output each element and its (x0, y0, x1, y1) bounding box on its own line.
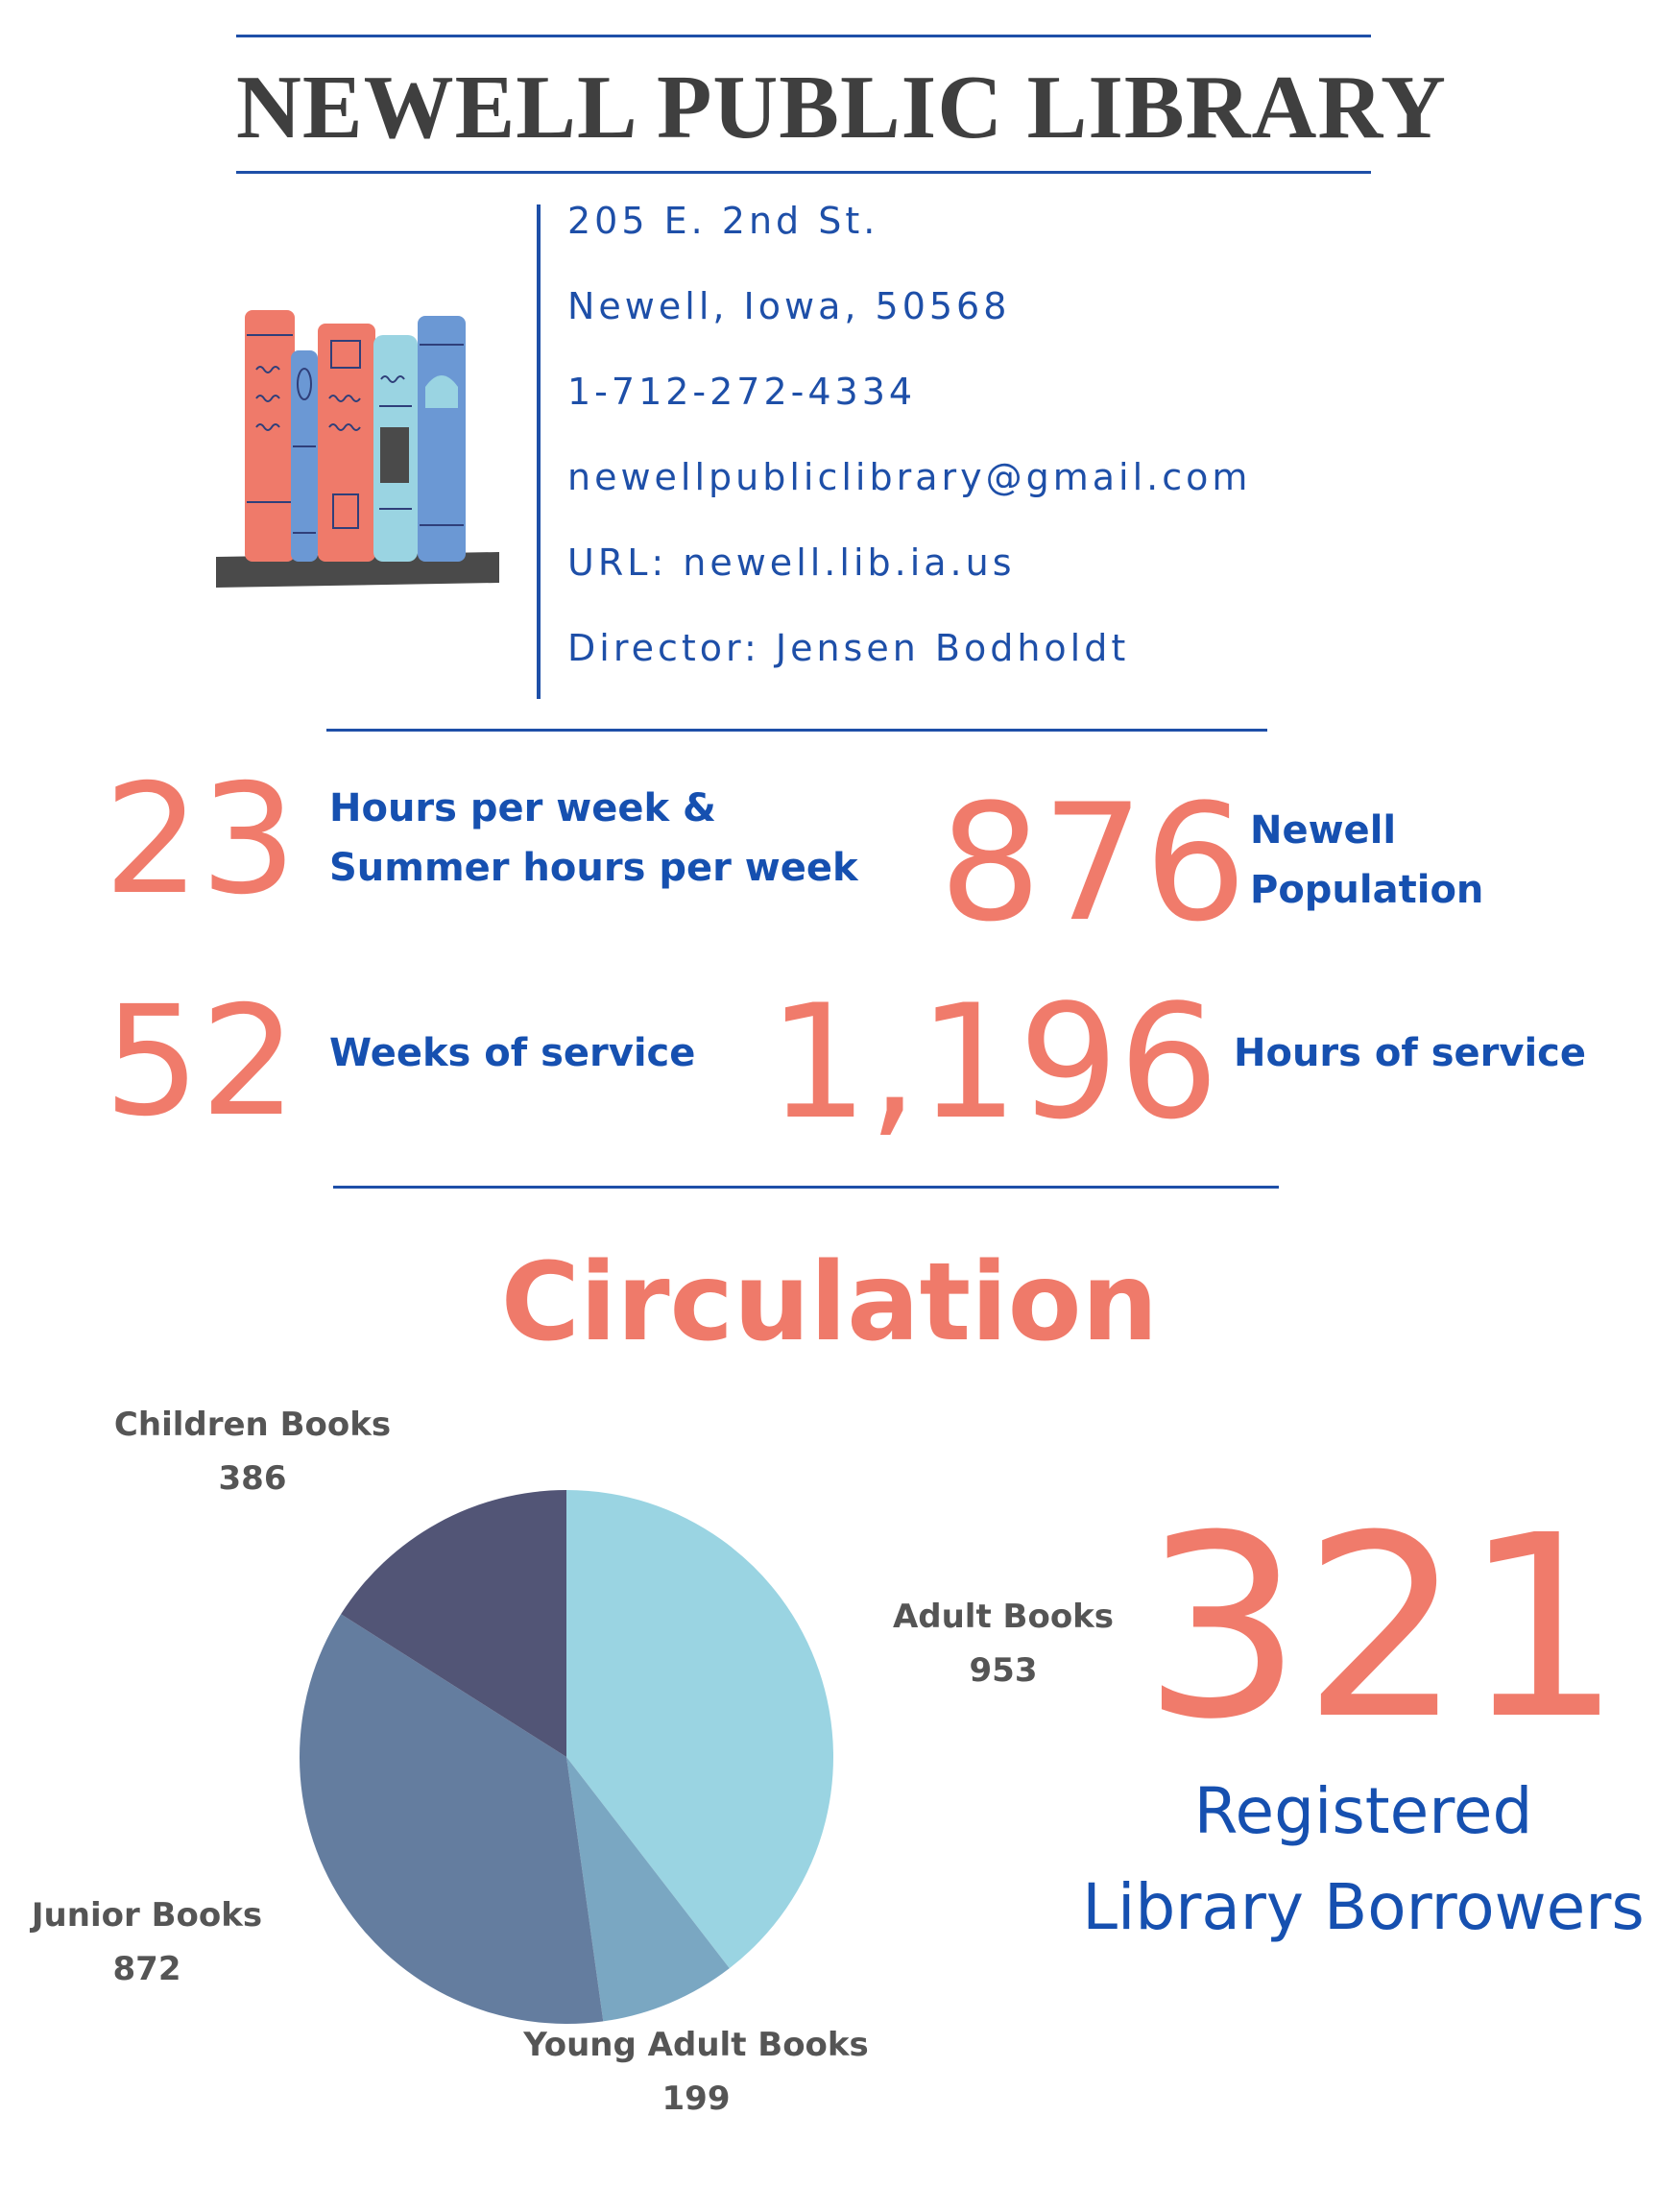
contact-divider (537, 204, 541, 699)
address-line: 205 E. 2nd St. (567, 200, 879, 242)
young-adult-books-value: 199 (661, 2080, 731, 2118)
children-books-label: Children Books 386 (89, 1398, 416, 1505)
email-address: newellpubliclibrary@gmail.com (567, 456, 1252, 498)
hours-per-week-label: Hours per week & Summer hours per week (329, 779, 858, 898)
junior-books-name: Junior Books (31, 1896, 263, 1935)
young-adult-books-name: Young Adult Books (523, 2026, 869, 2064)
population-label: Newell Population (1250, 801, 1483, 920)
hours-of-service-value: 1,196 (768, 971, 1219, 1154)
population-label-line1: Newell (1250, 808, 1397, 853)
page-title: NEWELL PUBLIC LIBRARY (236, 58, 1447, 157)
circulation-pie-chart (299, 1490, 833, 2024)
director-name: Director: Jensen Bodholdt (567, 627, 1130, 669)
contact-bottom-rule (326, 729, 1267, 732)
young-adult-books-label: Young Adult Books 199 (490, 2018, 902, 2126)
website-url: URL: newell.lib.ia.us (567, 541, 1016, 584)
pie-slice-junior-books (299, 1614, 604, 2024)
junior-books-label: Junior Books 872 (12, 1888, 282, 1996)
hours-per-week-value: 23 (104, 752, 298, 928)
books-on-shelf-icon (216, 310, 499, 588)
weeks-of-service-value: 52 (104, 974, 298, 1150)
weeks-of-service-label: Weeks of service (329, 1031, 696, 1075)
pie-slice-young-adult-books (566, 1757, 730, 2022)
population-value: 876 (939, 769, 1247, 957)
top-rule (236, 35, 1371, 37)
title-underline (236, 171, 1371, 174)
adult-books-label: Adult Books 953 (869, 1590, 1138, 1697)
registered-borrowers-label-line2: Library Borrowers (1082, 1870, 1645, 1944)
stats-bottom-rule (333, 1186, 1279, 1189)
registered-borrowers-label-line1: Registered (1193, 1774, 1533, 1848)
children-books-value: 386 (218, 1459, 287, 1498)
pie-slice-adult-books (566, 1490, 833, 1969)
phone-number: 1-712-272-4334 (567, 371, 917, 413)
pie-slice-children-books (341, 1490, 566, 1757)
junior-books-value: 872 (112, 1950, 181, 1988)
hours-of-service-label: Hours of service (1234, 1031, 1586, 1075)
hours-label-line2: Summer hours per week (329, 846, 858, 890)
population-label-line2: Population (1250, 868, 1484, 912)
hours-label-line1: Hours per week & (329, 786, 716, 830)
city-line: Newell, Iowa, 50568 (567, 285, 1011, 327)
children-books-name: Children Books (113, 1406, 392, 1444)
adult-books-name: Adult Books (892, 1598, 1115, 1636)
circulation-heading: Circulation (500, 1240, 1159, 1365)
adult-books-value: 953 (969, 1651, 1038, 1690)
registered-borrowers-value: 321 (1142, 1481, 1623, 1774)
